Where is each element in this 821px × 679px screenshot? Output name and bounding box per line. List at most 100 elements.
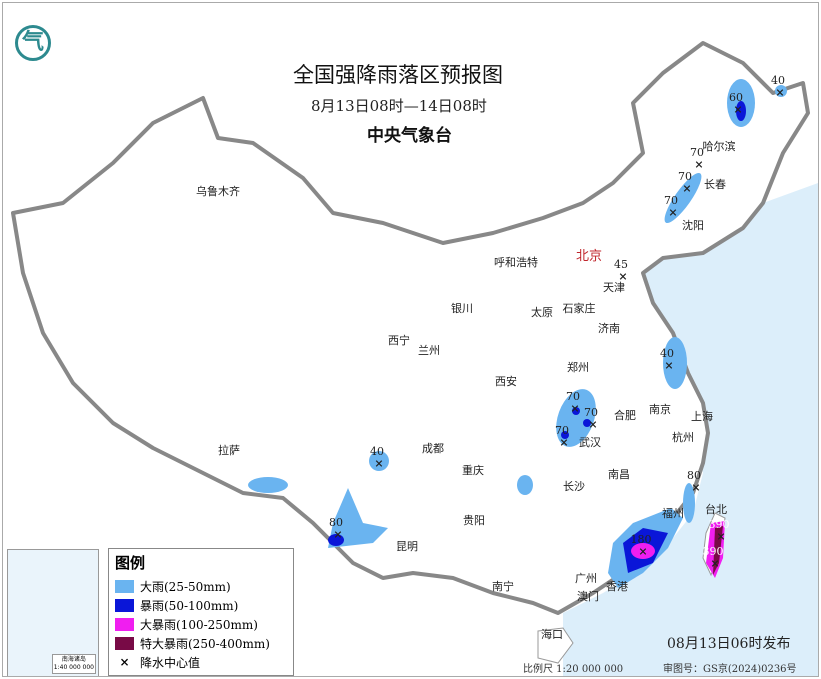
rain-center-value: 45: [614, 258, 628, 271]
china-outline: [11, 41, 810, 615]
inset-scale: 1:40 000 000: [53, 664, 94, 671]
rain-areas: [248, 79, 787, 588]
issue-time: 08月13日06时发布: [667, 636, 791, 652]
legend-item-rainstorm: 暴雨(50-100mm): [115, 596, 238, 614]
rain-center-value: 390: [708, 518, 730, 531]
rain-center-value: 70: [678, 170, 692, 183]
city-label: 合肥: [614, 409, 636, 422]
cma-logo: 气: [15, 25, 51, 61]
city-label: 海口: [541, 628, 563, 641]
city-label: 呼和浩特: [494, 256, 538, 269]
legend-label: 暴雨(50-100mm): [140, 598, 239, 613]
x-mark-icon: ×: [691, 481, 701, 494]
city-label: 兰州: [418, 344, 440, 357]
x-mark-icon: ×: [618, 270, 628, 283]
legend-item-extreme-rainstorm: 特大暴雨(250-400mm): [115, 634, 270, 652]
x-mark-icon: ×: [694, 158, 704, 171]
legend-label: 大雨(25-50mm): [140, 579, 231, 594]
swatch: [115, 579, 134, 593]
city-label: 郑州: [567, 361, 589, 374]
rain-center-value: 40: [771, 74, 785, 87]
inset-name: 南海诸岛: [61, 656, 86, 663]
map-title: 全国强降雨落区预报图: [293, 63, 503, 87]
city-label: 太原: [531, 306, 553, 319]
rain-center-value: 40: [370, 445, 384, 458]
rain-center-value: 70: [690, 146, 704, 159]
rain-center-value: 180: [630, 533, 652, 546]
city-label: 西宁: [388, 334, 410, 347]
city-label: 重庆: [462, 464, 484, 477]
x-mark-icon: ×: [710, 557, 720, 570]
rain-center-value: 80: [329, 516, 343, 529]
city-label: 沈阳: [682, 219, 704, 232]
rain-center-value: 70: [566, 390, 580, 403]
city-label: 石家庄: [562, 302, 596, 315]
city-label: 成都: [422, 442, 444, 455]
x-mark-icon: ×: [374, 457, 384, 470]
south-china-sea-inset: 南海诸岛 1:40 000 000: [7, 549, 99, 676]
city-label: 南昌: [608, 468, 630, 481]
x-mark-icon: ×: [119, 655, 130, 669]
inset-caption: 南海诸岛 1:40 000 000: [51, 654, 96, 674]
legend-item-heavy-rainstorm: 大暴雨(100-250mm): [115, 615, 258, 633]
city-label: 昆明: [396, 540, 418, 553]
city-label: 哈尔滨: [702, 140, 736, 153]
x-mark-icon: ×: [333, 528, 343, 541]
legend-label: 降水中心值: [140, 655, 201, 670]
city-label: 银川: [451, 302, 473, 315]
x-mark-icon: ×: [775, 86, 785, 99]
city-label: 济南: [598, 322, 620, 335]
city-label: 澳门: [577, 590, 599, 603]
legend-item-center: × 降水中心值: [115, 653, 200, 671]
rain-center-value: 70: [555, 424, 569, 437]
legend-title: 图例: [115, 554, 146, 572]
x-mark-icon: ×: [588, 418, 598, 431]
legend-label: 大暴雨(100-250mm): [140, 617, 258, 632]
map-scale: 比例尺 1:20 000 000: [523, 664, 624, 675]
swatch: [115, 636, 134, 650]
x-mark-icon: ×: [682, 182, 692, 195]
city-label: 乌鲁木齐: [196, 185, 240, 198]
city-label: 北京: [575, 249, 603, 264]
x-mark-icon: ×: [664, 359, 674, 372]
x-mark-icon: ×: [638, 545, 648, 558]
x-mark-icon: ×: [570, 402, 580, 415]
city-label: 长春: [704, 178, 726, 191]
x-mark-icon: ×: [733, 103, 743, 116]
city-label: 香港: [606, 580, 628, 593]
swatch: [115, 598, 134, 612]
x-mark-icon: ×: [716, 530, 726, 543]
legend: 图例 大雨(25-50mm) 暴雨(50-100mm) 大暴雨(100-250m…: [108, 548, 294, 676]
review-number: 审图号：GS京(2024)0236号: [663, 664, 797, 675]
city-label: 长沙: [563, 480, 585, 493]
rain-center-value: 60: [729, 91, 743, 104]
city-label: 台北: [705, 503, 727, 516]
city-label: 贵阳: [463, 514, 485, 527]
x-mark-icon: ×: [559, 436, 569, 449]
city-label: 拉萨: [218, 444, 240, 457]
hainan-island: [537, 627, 574, 664]
city-label: 西安: [495, 375, 517, 388]
city-label: 南宁: [492, 580, 514, 593]
city-label: 广州: [575, 572, 597, 585]
legend-item-heavy-rain: 大雨(25-50mm): [115, 577, 231, 595]
issuing-agency: 中央气象台: [367, 126, 452, 146]
city-label: 杭州: [672, 431, 694, 444]
rain-center-value: 80: [687, 469, 701, 482]
city-label: 武汉: [579, 436, 601, 449]
rain-center-value: 40: [660, 347, 674, 360]
city-label: 天津: [603, 281, 625, 294]
forecast-period: 8月13日08时—14日08时: [311, 97, 487, 115]
sea-area: [563, 183, 818, 676]
rain-center-value: 390: [702, 545, 724, 558]
swatch: [115, 617, 134, 631]
city-label: 福州: [662, 507, 684, 520]
x-mark-icon: ×: [668, 206, 678, 219]
rain-center-value: 70: [664, 194, 678, 207]
legend-label: 特大暴雨(250-400mm): [140, 636, 270, 651]
china-map: [11, 41, 818, 676]
city-label: 上海: [691, 410, 713, 423]
city-label: 南京: [649, 403, 671, 416]
rain-center-value: 70: [584, 406, 598, 419]
